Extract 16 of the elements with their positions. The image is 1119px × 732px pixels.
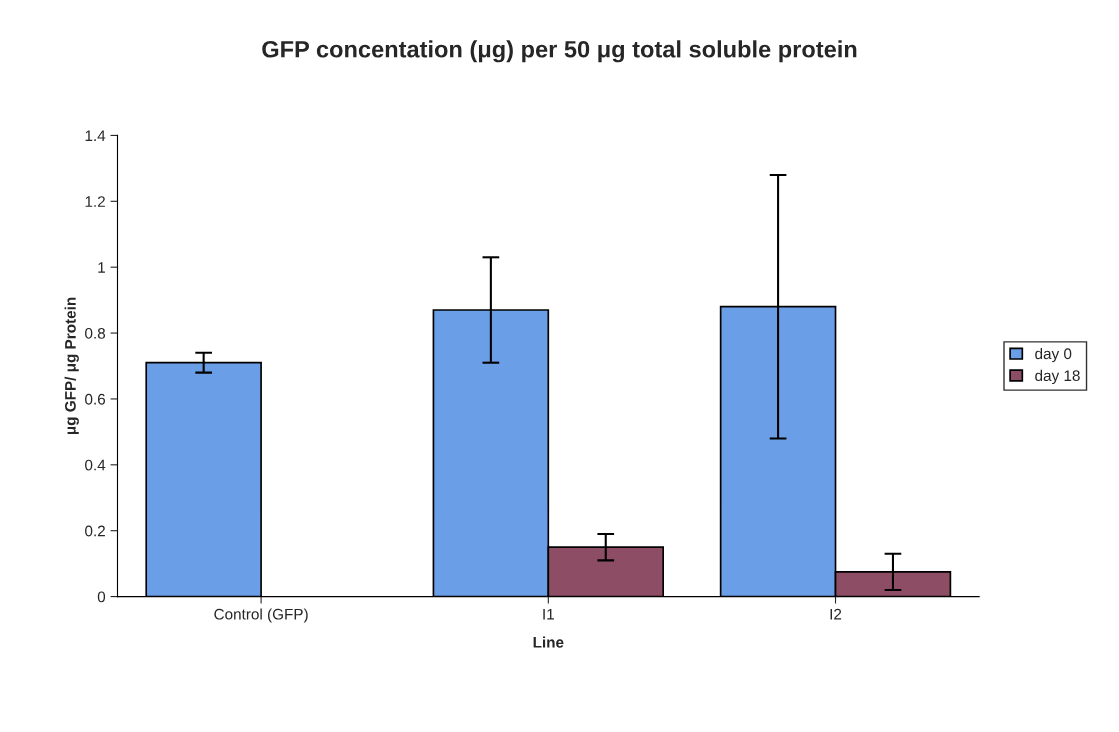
y-tick-label: 1.2 xyxy=(85,196,105,207)
y-tick-label: 1 xyxy=(98,262,105,273)
y-tick-label: 0.2 xyxy=(85,525,105,537)
y-tick-label: 0 xyxy=(97,591,106,603)
y-axis-title: μg GFP/ μg Protein xyxy=(64,297,79,435)
x-tick-label: Control (GFP) xyxy=(214,608,308,623)
x-tick-label: I2 xyxy=(830,608,842,620)
x-tick-label: I1 xyxy=(543,608,554,620)
y-tick-label: 0.6 xyxy=(85,393,106,405)
y-tick-label: 0.8 xyxy=(85,327,106,339)
y-tick-label: 0.4 xyxy=(85,459,106,471)
x-axis-title: Line xyxy=(533,636,564,648)
legend-label: day 0 xyxy=(1035,347,1072,363)
legend-label: day 18 xyxy=(1035,369,1080,385)
y-tick-label: 1.4 xyxy=(85,130,106,141)
chart-title: GFP concentation (μg) per 50 μg total soluble protein xyxy=(262,40,857,63)
